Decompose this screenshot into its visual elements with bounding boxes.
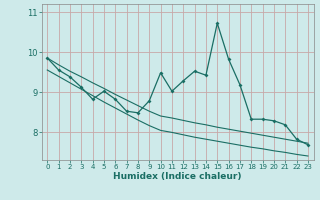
- X-axis label: Humidex (Indice chaleur): Humidex (Indice chaleur): [113, 172, 242, 181]
